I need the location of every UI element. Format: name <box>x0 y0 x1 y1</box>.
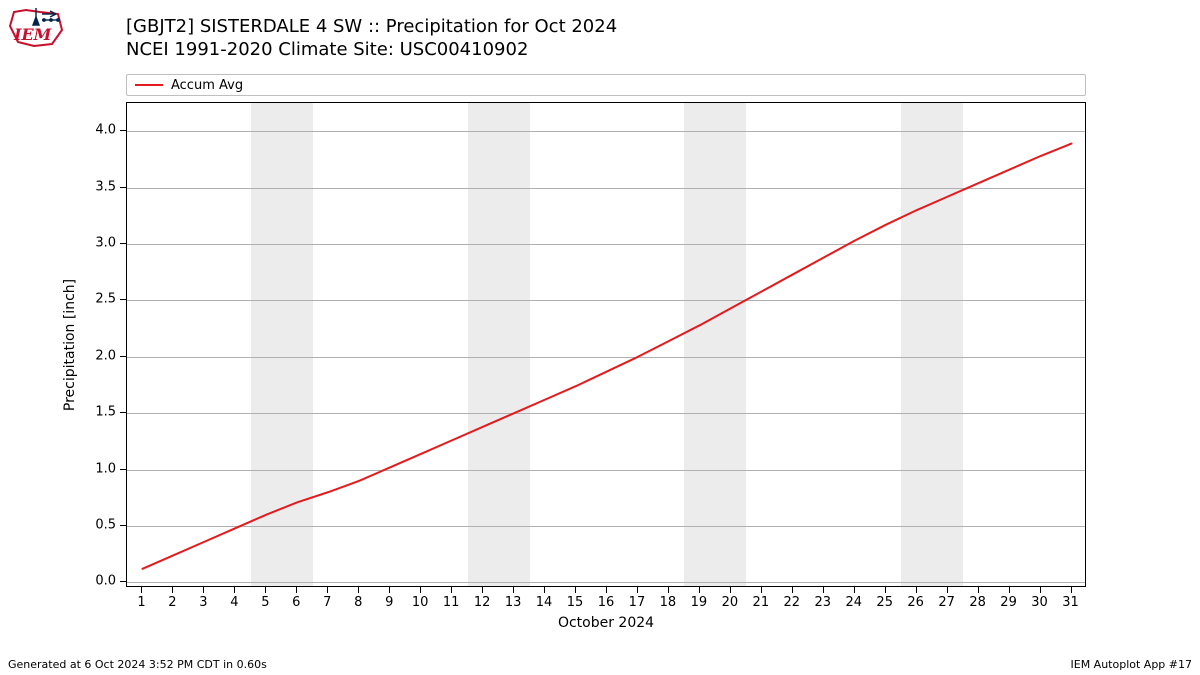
x-tick <box>1009 587 1010 593</box>
y-tick-label: 2.5 <box>95 292 116 307</box>
x-tick <box>668 587 669 593</box>
x-tick-label: 31 <box>1062 595 1079 610</box>
x-tick-label: 1 <box>137 595 145 610</box>
y-tick <box>120 525 126 526</box>
x-tick <box>792 587 793 593</box>
y-tick-label: 1.5 <box>95 405 116 420</box>
x-tick <box>296 587 297 593</box>
y-tick <box>120 581 126 582</box>
x-tick-label: 18 <box>660 595 677 610</box>
y-tick-label: 0.0 <box>95 574 116 589</box>
x-tick <box>606 587 607 593</box>
title-line-1: [GBJT2] SISTERDALE 4 SW :: Precipitation… <box>126 16 617 39</box>
x-tick <box>823 587 824 593</box>
x-tick-label: 8 <box>354 595 362 610</box>
y-tick-label: 3.5 <box>95 179 116 194</box>
x-tick-label: 10 <box>412 595 429 610</box>
x-tick <box>141 587 142 593</box>
x-tick-label: 20 <box>722 595 739 610</box>
x-tick-label: 29 <box>1000 595 1017 610</box>
y-tick <box>120 469 126 470</box>
x-tick-label: 9 <box>385 595 393 610</box>
x-tick <box>947 587 948 593</box>
x-tick <box>575 587 576 593</box>
chart-title: [GBJT2] SISTERDALE 4 SW :: Precipitation… <box>126 16 617 61</box>
x-tick-label: 15 <box>567 595 584 610</box>
x-tick-label: 7 <box>323 595 331 610</box>
x-tick-label: 30 <box>1031 595 1048 610</box>
x-tick <box>265 587 266 593</box>
x-tick <box>761 587 762 593</box>
legend-swatch-accum-avg <box>135 84 163 86</box>
y-tick <box>120 356 126 357</box>
x-tick-label: 16 <box>598 595 615 610</box>
logo-text: IEM <box>13 25 53 44</box>
y-tick-labels: 0.0 0.5 1.0 1.5 2.0 2.5 3.0 3.5 4.0 <box>0 102 116 587</box>
x-tick <box>358 587 359 593</box>
x-tick-label: 6 <box>292 595 300 610</box>
x-tick <box>420 587 421 593</box>
x-tick <box>203 587 204 593</box>
x-tick <box>451 587 452 593</box>
y-tick-label: 1.0 <box>95 461 116 476</box>
x-tick <box>854 587 855 593</box>
x-tick-label: 3 <box>199 595 207 610</box>
x-tick-label: 25 <box>876 595 893 610</box>
x-tick-label: 11 <box>443 595 460 610</box>
x-tick-label: 22 <box>784 595 801 610</box>
x-tick-label: 13 <box>505 595 522 610</box>
plot-area <box>126 102 1086 587</box>
x-tick-label: 4 <box>230 595 238 610</box>
x-tick-label: 28 <box>969 595 986 610</box>
title-line-2: NCEI 1991-2020 Climate Site: USC00410902 <box>126 39 617 62</box>
x-tick <box>172 587 173 593</box>
x-tick <box>389 587 390 593</box>
x-tick <box>327 587 328 593</box>
x-tick-label: 23 <box>814 595 831 610</box>
x-tick <box>544 587 545 593</box>
x-tick <box>513 587 514 593</box>
y-tick <box>120 130 126 131</box>
footer-generated: Generated at 6 Oct 2024 3:52 PM CDT in 0… <box>8 658 267 671</box>
x-tick <box>730 587 731 593</box>
series-line-accum-avg <box>142 144 1071 569</box>
iem-logo: IEM <box>6 6 66 50</box>
x-tick <box>482 587 483 593</box>
x-axis-title: October 2024 <box>558 615 654 631</box>
y-tick-label: 2.0 <box>95 348 116 363</box>
x-tick <box>699 587 700 593</box>
x-tick <box>637 587 638 593</box>
legend-label-accum-avg: Accum Avg <box>171 78 243 93</box>
x-tick <box>978 587 979 593</box>
series-layer <box>127 103 1087 588</box>
x-tick-label: 26 <box>907 595 924 610</box>
x-tick-label: 19 <box>691 595 708 610</box>
y-tick <box>120 412 126 413</box>
legend: Accum Avg <box>126 74 1086 96</box>
y-tick-label: 3.0 <box>95 235 116 250</box>
x-tick <box>1040 587 1041 593</box>
figure-container: { "layout": { "figure_width_px": 1200, "… <box>0 0 1200 675</box>
x-tick-label: 24 <box>845 595 862 610</box>
x-tick <box>1071 587 1072 593</box>
x-tick <box>916 587 917 593</box>
y-tick <box>120 243 126 244</box>
x-tick-label: 27 <box>938 595 955 610</box>
x-tick <box>234 587 235 593</box>
x-tick-label: 2 <box>168 595 176 610</box>
x-tick-labels: 1234567891011121314151617181920212223242… <box>126 595 1086 615</box>
y-tick <box>120 187 126 188</box>
x-tick-label: 14 <box>536 595 553 610</box>
x-tick-label: 21 <box>753 595 770 610</box>
footer-app: IEM Autoplot App #17 <box>1071 658 1193 671</box>
y-tick-label: 0.5 <box>95 517 116 532</box>
x-tick-label: 5 <box>261 595 269 610</box>
y-tick-label: 4.0 <box>95 123 116 138</box>
y-tick <box>120 299 126 300</box>
x-tick-label: 12 <box>474 595 491 610</box>
x-tick <box>885 587 886 593</box>
x-tick-label: 17 <box>629 595 646 610</box>
y-axis-title: Precipitation [inch] <box>62 278 78 410</box>
